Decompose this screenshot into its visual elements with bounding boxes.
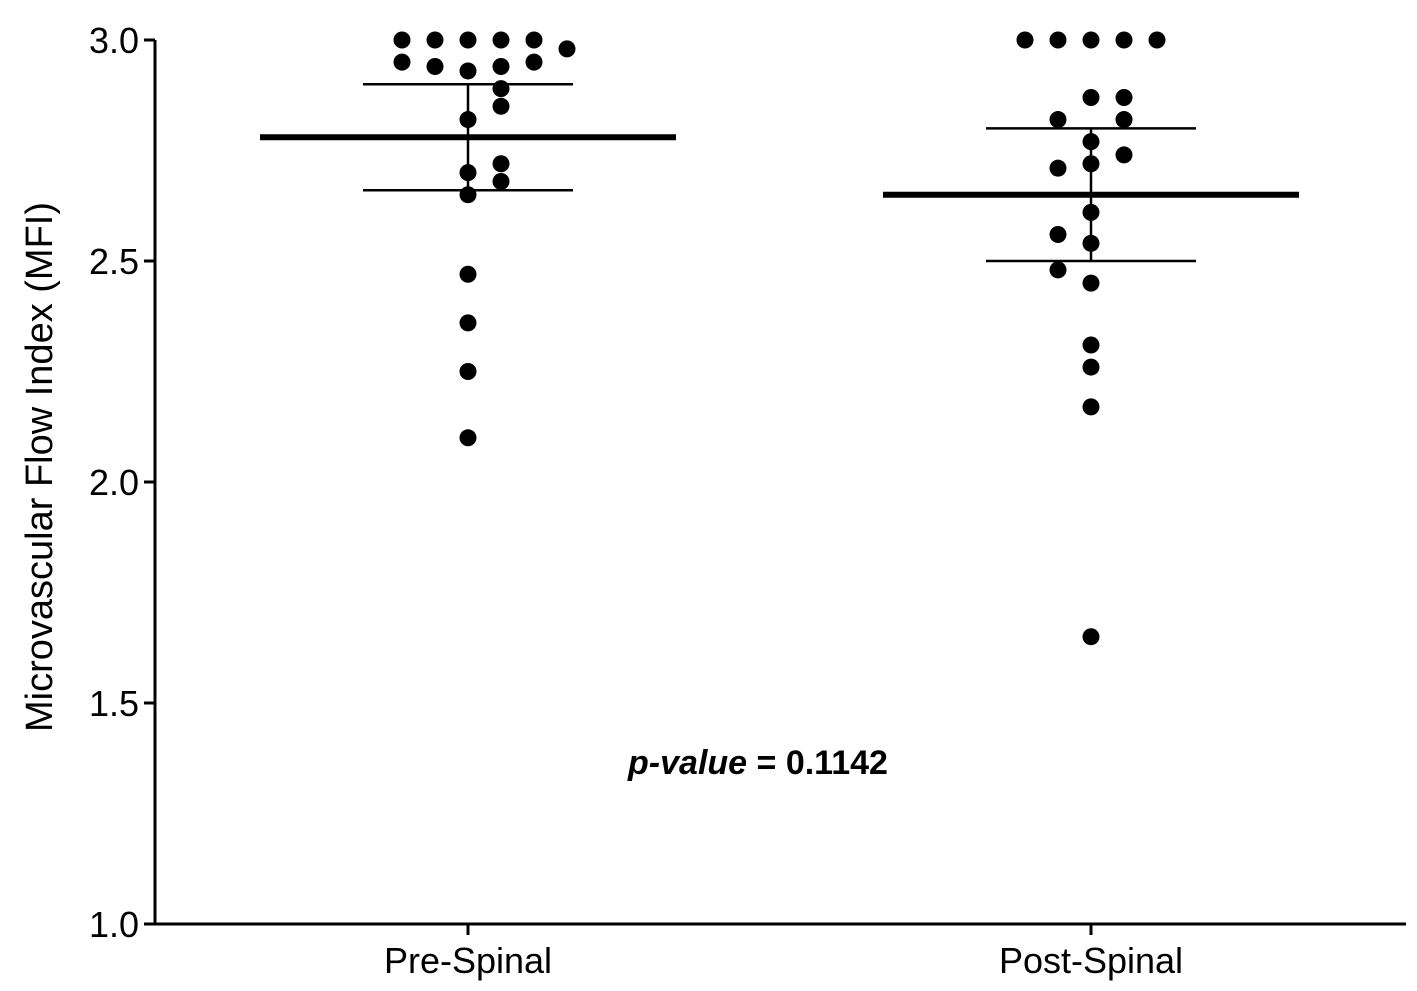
axes: 1.0 1.5 2.0 2.5 3.0 Pre-Spinal Post-Spinal bbox=[89, 20, 1406, 981]
data-point bbox=[1049, 31, 1067, 49]
data-point bbox=[1049, 159, 1067, 177]
data-point bbox=[1082, 398, 1100, 416]
y-axis-title: Microvascular Flow Index (MFI) bbox=[19, 202, 61, 732]
data-point bbox=[459, 31, 477, 49]
data-point bbox=[1115, 146, 1133, 164]
data-point bbox=[1049, 225, 1067, 243]
data-point bbox=[459, 62, 477, 80]
data-point bbox=[1082, 88, 1100, 106]
data-point bbox=[1049, 111, 1067, 129]
data-point bbox=[492, 80, 510, 98]
y-tick-label: 2.5 bbox=[89, 241, 139, 282]
y-tick-label: 3.0 bbox=[89, 20, 139, 61]
data-point bbox=[459, 265, 477, 283]
data-point bbox=[426, 58, 444, 76]
data-point bbox=[492, 58, 510, 76]
data-point bbox=[1082, 155, 1100, 173]
data-point bbox=[1115, 31, 1133, 49]
data-point bbox=[459, 429, 477, 447]
data-point bbox=[1115, 111, 1133, 129]
data-marks bbox=[260, 31, 1299, 646]
data-point bbox=[492, 97, 510, 115]
x-tick-label: Pre-Spinal bbox=[384, 940, 552, 981]
data-point bbox=[492, 155, 510, 173]
data-point bbox=[459, 314, 477, 332]
data-point bbox=[1082, 133, 1100, 151]
data-point bbox=[459, 186, 477, 204]
y-tick-label: 2.0 bbox=[89, 462, 139, 503]
x-tick-label: Post-Spinal bbox=[999, 940, 1183, 981]
data-point bbox=[393, 53, 411, 71]
p-value-annotation: p-value = 0.1142 bbox=[627, 744, 888, 782]
series-group bbox=[260, 31, 676, 447]
data-point bbox=[1082, 31, 1100, 49]
y-tick-label: 1.5 bbox=[89, 683, 139, 724]
data-point bbox=[426, 31, 444, 49]
data-point bbox=[459, 164, 477, 182]
data-point bbox=[459, 111, 477, 129]
data-point bbox=[1082, 358, 1100, 376]
data-point bbox=[1082, 203, 1100, 221]
data-point bbox=[525, 31, 543, 49]
data-point bbox=[1082, 336, 1100, 354]
data-point bbox=[492, 172, 510, 190]
data-point bbox=[1016, 31, 1034, 49]
data-point bbox=[558, 40, 576, 58]
data-point bbox=[1082, 274, 1100, 292]
data-point bbox=[1115, 88, 1133, 106]
p-value-number: = 0.1142 bbox=[747, 744, 888, 782]
data-point bbox=[459, 363, 477, 380]
data-point bbox=[393, 31, 411, 49]
p-value-label: p-value bbox=[627, 744, 747, 782]
series-group bbox=[883, 31, 1299, 646]
data-point bbox=[492, 31, 510, 49]
data-point bbox=[1148, 31, 1166, 49]
data-point bbox=[1082, 234, 1100, 252]
data-point bbox=[1082, 628, 1100, 646]
data-point bbox=[1049, 261, 1067, 279]
data-point bbox=[525, 53, 543, 71]
y-tick-label: 1.0 bbox=[89, 904, 139, 945]
